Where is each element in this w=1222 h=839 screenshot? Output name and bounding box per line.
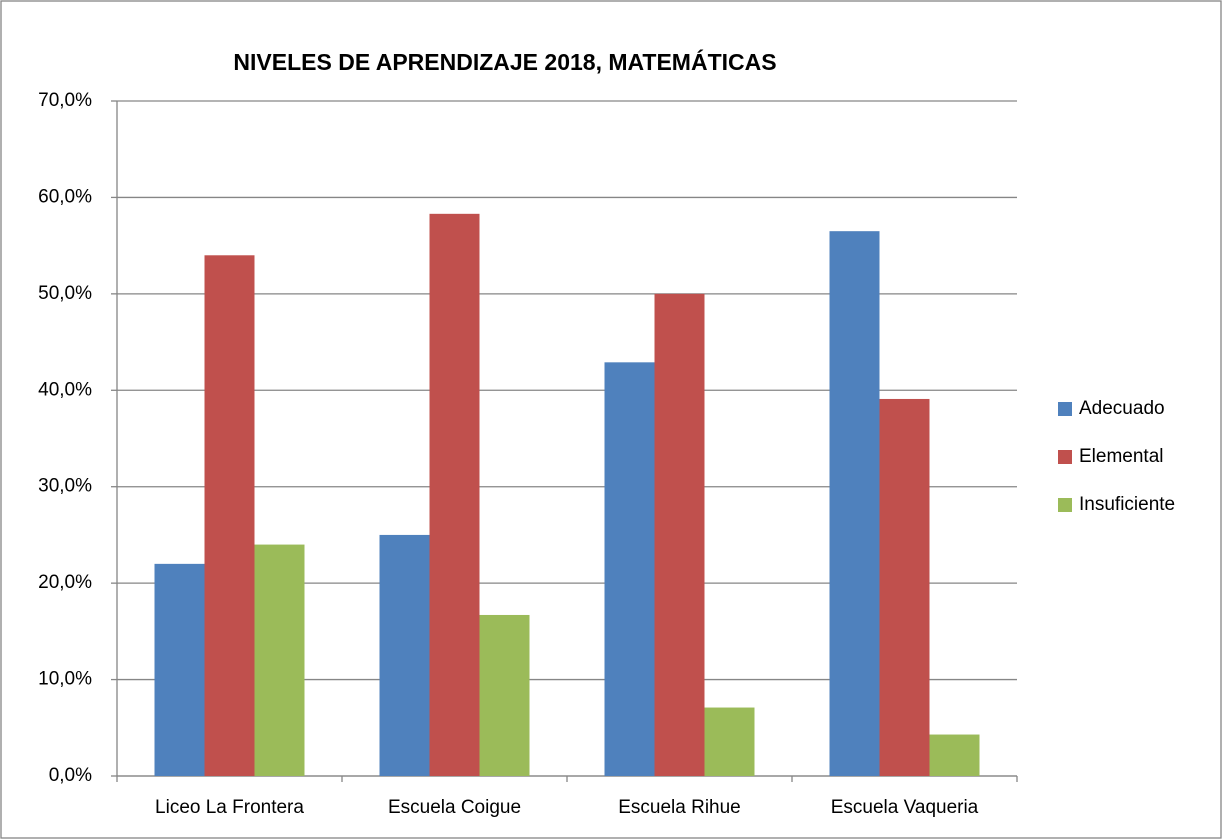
legend-label: Elemental xyxy=(1079,446,1164,467)
y-tick-label: 20,0% xyxy=(38,572,92,593)
bar xyxy=(204,255,255,777)
legend-swatch xyxy=(1058,450,1072,464)
bar xyxy=(654,293,705,776)
legend-swatch xyxy=(1058,402,1072,416)
x-tick-label: Liceo La Frontera xyxy=(155,797,304,818)
y-tick-label: 70,0% xyxy=(38,90,92,111)
y-tick-label: 60,0% xyxy=(38,186,92,207)
bar xyxy=(704,707,755,776)
chart-title: NIVELES DE APRENDIZAJE 2018, MATEMÁTICAS xyxy=(233,48,776,75)
bar xyxy=(254,544,305,776)
x-tick-label: Escuela Rihue xyxy=(618,797,741,818)
bar xyxy=(379,534,430,776)
x-tick-label: Escuela Coigue xyxy=(388,797,521,818)
bar xyxy=(604,362,655,776)
y-tick-label: 0,0% xyxy=(49,765,92,786)
y-tick-label: 10,0% xyxy=(38,669,92,690)
x-tick-label: Escuela Vaqueria xyxy=(831,797,979,818)
y-tick-label: 50,0% xyxy=(38,283,92,304)
bar xyxy=(429,213,480,777)
y-tick-label: 40,0% xyxy=(38,379,92,400)
legend-label: Insuficiente xyxy=(1079,494,1175,515)
bar xyxy=(479,614,530,776)
y-tick-label: 30,0% xyxy=(38,476,92,497)
bar xyxy=(829,231,880,776)
bar xyxy=(879,398,930,776)
bar xyxy=(929,734,980,776)
bar xyxy=(154,563,205,776)
legend-swatch xyxy=(1058,498,1072,512)
legend-label: Adecuado xyxy=(1079,398,1165,419)
